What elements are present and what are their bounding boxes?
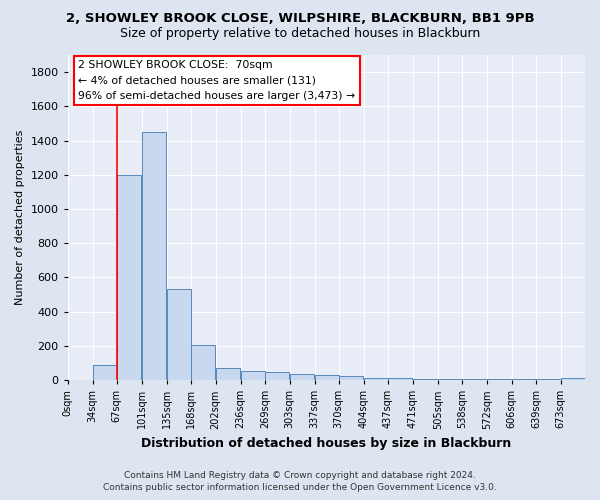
Bar [314,375,339,380]
Bar [388,378,412,380]
Text: Size of property relative to detached houses in Blackburn: Size of property relative to detached ho… [120,28,480,40]
Text: 2, SHOWLEY BROOK CLOSE, WILPSHIRE, BLACKBURN, BB1 9PB: 2, SHOWLEY BROOK CLOSE, WILPSHIRE, BLACK… [65,12,535,26]
Bar [438,379,462,380]
X-axis label: Distribution of detached houses by size in Blackburn: Distribution of detached houses by size … [141,437,511,450]
Bar [561,378,585,380]
Bar [191,345,215,380]
Bar [265,372,289,380]
Bar [92,364,117,380]
Bar [142,132,166,380]
Bar [167,290,191,380]
Bar [216,368,240,380]
Text: 2 SHOWLEY BROOK CLOSE:  70sqm
← 4% of detached houses are smaller (131)
96% of s: 2 SHOWLEY BROOK CLOSE: 70sqm ← 4% of det… [78,60,355,101]
Bar [290,374,314,380]
Bar [364,378,388,380]
Bar [117,175,141,380]
Text: Contains HM Land Registry data © Crown copyright and database right 2024.
Contai: Contains HM Land Registry data © Crown c… [103,471,497,492]
Bar [241,370,265,380]
Bar [339,376,363,380]
Bar [413,379,437,380]
Y-axis label: Number of detached properties: Number of detached properties [15,130,25,306]
